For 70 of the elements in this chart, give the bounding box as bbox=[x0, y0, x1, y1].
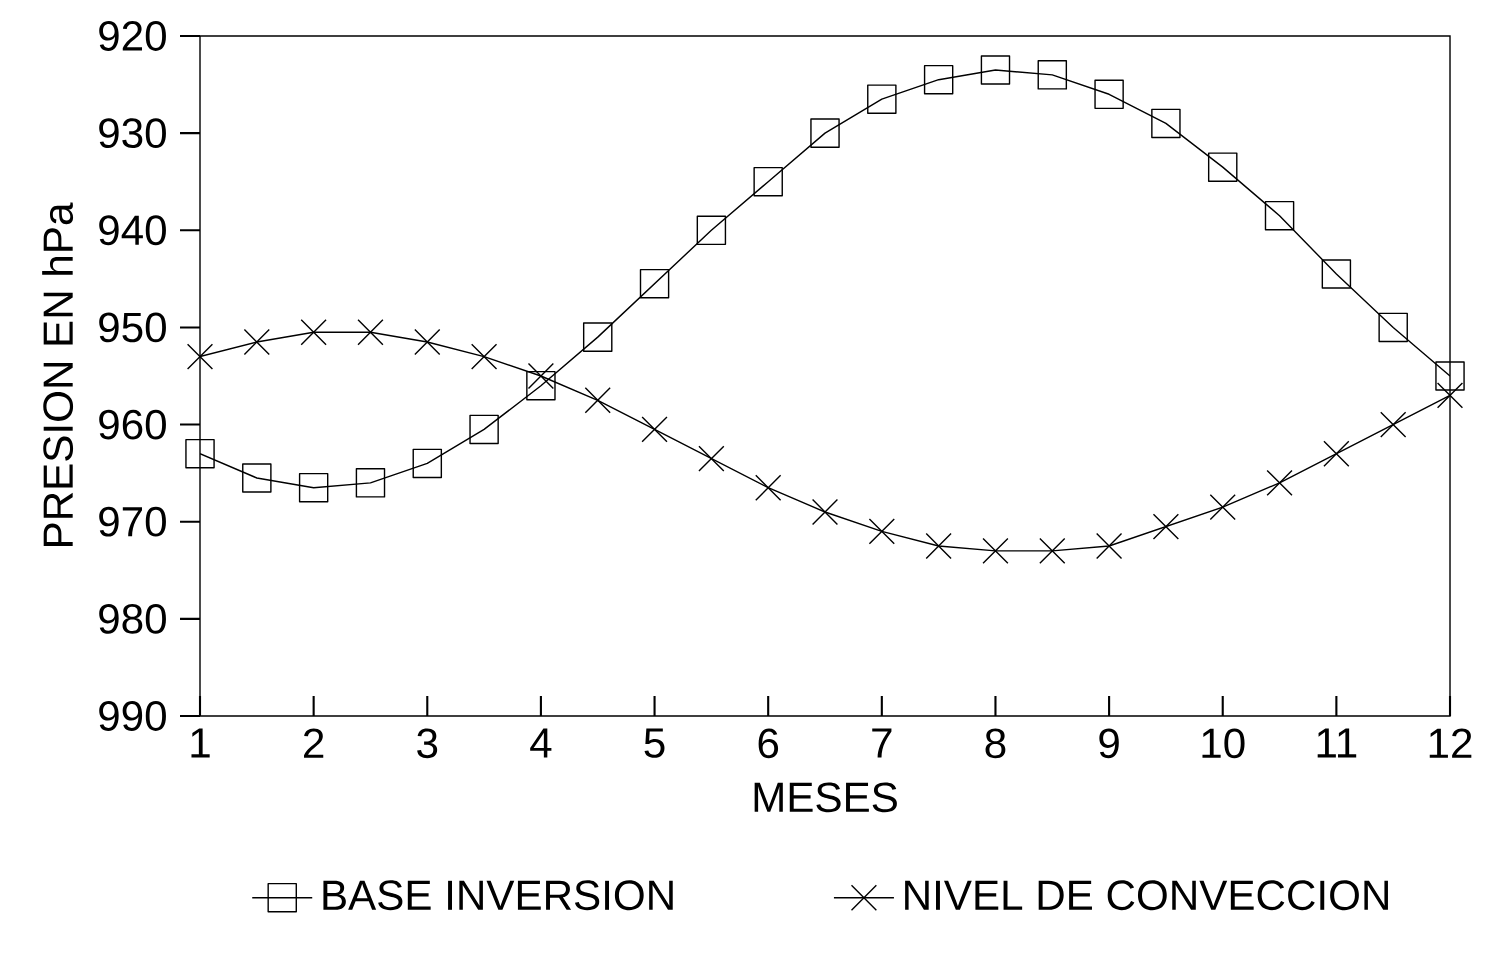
point bbox=[1436, 382, 1464, 409]
point bbox=[1380, 411, 1407, 438]
point bbox=[412, 448, 443, 479]
point bbox=[243, 328, 270, 356]
point bbox=[1266, 469, 1293, 496]
point bbox=[584, 387, 611, 414]
y-tick-label: 950 bbox=[99, 312, 166, 343]
y-axis-title: PRESION EN hPa bbox=[42, 202, 74, 546]
point bbox=[639, 268, 670, 299]
point bbox=[1151, 108, 1181, 139]
y-tick-label: 990 bbox=[99, 701, 166, 731]
x-tick-label: 11 bbox=[1317, 728, 1357, 758]
point bbox=[582, 322, 613, 352]
point bbox=[1321, 259, 1352, 289]
x-tick-label: 12 bbox=[1429, 728, 1472, 758]
x-tick-label: 2 bbox=[304, 728, 324, 758]
point bbox=[1209, 494, 1236, 521]
point bbox=[810, 118, 840, 148]
legend-label: NIVEL DE CONVECCION bbox=[905, 880, 1388, 911]
point bbox=[925, 532, 952, 560]
x-tick-label: 5 bbox=[644, 728, 665, 758]
point bbox=[300, 319, 327, 346]
point bbox=[1323, 440, 1350, 467]
point bbox=[357, 319, 384, 346]
point bbox=[1207, 152, 1238, 182]
point bbox=[527, 362, 555, 390]
legend-label: BASE INVERSION bbox=[323, 880, 673, 911]
point bbox=[1037, 60, 1068, 90]
y-tick-label: 940 bbox=[99, 215, 166, 246]
point bbox=[811, 498, 839, 526]
x-tick-label: 1 bbox=[191, 728, 210, 758]
point bbox=[696, 215, 727, 246]
x-tick-label: 6 bbox=[758, 728, 779, 759]
x-tick-label: 10 bbox=[1202, 728, 1245, 759]
x-tick-label: 8 bbox=[985, 728, 1006, 759]
point bbox=[469, 414, 499, 445]
point bbox=[1264, 200, 1295, 231]
y-tick-label: 920 bbox=[99, 21, 166, 51]
point bbox=[868, 518, 895, 545]
point bbox=[1095, 532, 1123, 560]
point bbox=[1039, 537, 1066, 564]
point bbox=[1435, 361, 1465, 391]
x-tick-label: 9 bbox=[1099, 728, 1119, 759]
point bbox=[923, 64, 954, 95]
point bbox=[641, 416, 668, 443]
point bbox=[1152, 513, 1180, 540]
x-tick-label: 7 bbox=[872, 728, 892, 758]
y-tick-label: 970 bbox=[99, 506, 166, 537]
y-tick-label: 980 bbox=[99, 603, 166, 634]
x-tick-label: 3 bbox=[417, 728, 438, 759]
point bbox=[867, 84, 897, 114]
point bbox=[980, 55, 1011, 85]
point bbox=[1378, 312, 1408, 343]
y-tick-label: 930 bbox=[99, 118, 166, 149]
point bbox=[242, 463, 272, 493]
point bbox=[526, 370, 556, 401]
point bbox=[470, 343, 498, 370]
point bbox=[355, 468, 386, 498]
point bbox=[414, 328, 441, 356]
point bbox=[755, 474, 782, 501]
point bbox=[298, 472, 329, 503]
point bbox=[186, 343, 214, 370]
point bbox=[185, 438, 215, 469]
point bbox=[1094, 79, 1124, 110]
x-axis-title: MESES bbox=[754, 782, 897, 813]
point bbox=[753, 166, 783, 197]
point bbox=[698, 445, 725, 472]
x-tick-label: 4 bbox=[530, 728, 552, 758]
point bbox=[982, 537, 1009, 564]
y-tick-label: 960 bbox=[99, 409, 166, 440]
